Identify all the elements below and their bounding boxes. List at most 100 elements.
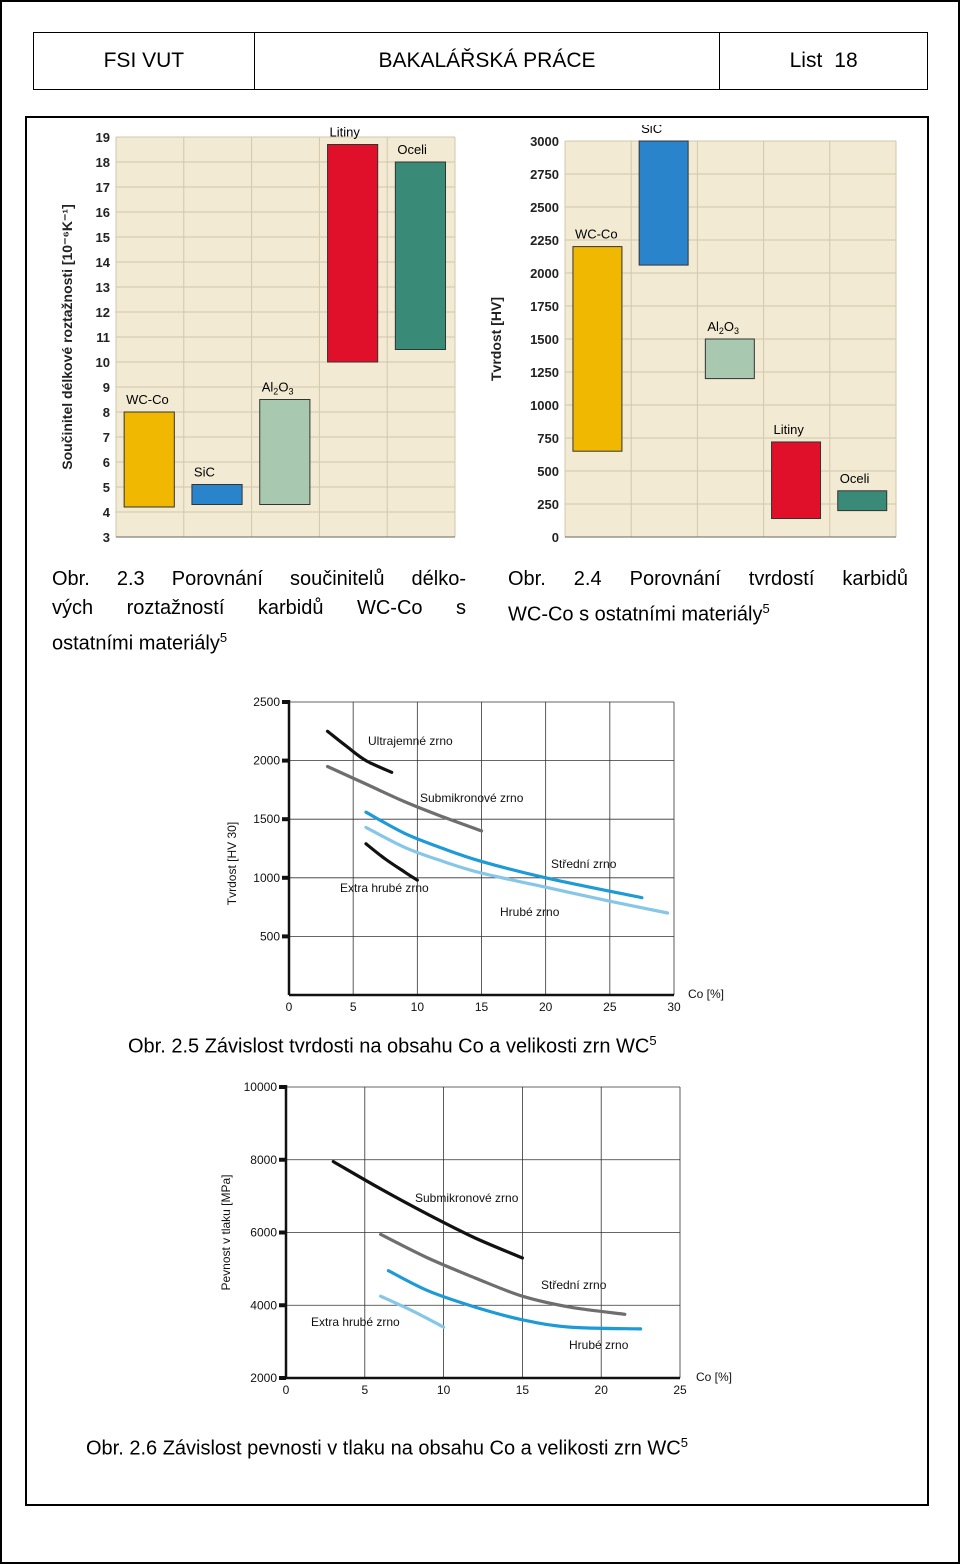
series-label-extra-hrube-zrno: Extra hrubé zrno: [311, 1315, 400, 1329]
bar-label-al2o3: Al2O3: [707, 319, 739, 336]
series-line-hrube-zrno: [386, 1269, 643, 1331]
y-tick-mark: [279, 1157, 286, 1162]
x-tick-label: 15: [475, 1000, 489, 1014]
series-line-submikronove-zrno: [325, 764, 484, 833]
x-tick-label: 0: [286, 1000, 293, 1014]
series-label-stredni-zrno: Střední zrno: [551, 857, 617, 871]
caption-fig-2-3-line1: Obr. 2.3 Porovnání součinitelů délko-: [52, 568, 466, 590]
x-tick-label: 15: [516, 1383, 530, 1397]
series-line-stredni-zrno: [364, 810, 644, 900]
y-axis-label: Tvrdost [HV 30]: [225, 822, 239, 905]
y-tick-label: 500: [260, 929, 280, 943]
chart-hardness: 0 250 500 750 1000 1250 1500 1750 2000 2250 2500 27…: [488, 125, 897, 545]
bar-oceli: [394, 161, 447, 350]
caption-fig-2-6-ref: 5: [680, 1435, 688, 1450]
y-tick-mark: [282, 758, 289, 763]
series-line-extra-hrube-zrno: [364, 842, 419, 882]
y-tick-label: 0: [552, 530, 559, 545]
caption-fig-2-4-line1: Obr. 2.4 Porovnání tvrdostí karbidů: [508, 568, 908, 590]
bar-label-oceli: Oceli: [397, 142, 427, 157]
y-tick-mark: [279, 1230, 286, 1235]
y-tick-label: 4: [103, 505, 111, 520]
y-tick-mark: [279, 1303, 286, 1308]
y-tick-label: 2750: [530, 167, 559, 182]
y-tick-label: 2500: [530, 200, 559, 215]
caption-fig-2-4: Obr. 2.4 Porovnání tvrdostí karbidů WC-C…: [508, 565, 908, 630]
y-tick-label: 9: [103, 380, 110, 395]
series-label-submikronove-zrno: Submikronové zrno: [420, 791, 524, 805]
y-axis-label: Tvrdost [HV]: [488, 297, 504, 381]
caption-fig-2-5-ref: 5: [649, 1033, 657, 1048]
series-label-hrube-zrno: Hrubé zrno: [569, 1338, 629, 1352]
y-tick-label: 6000: [250, 1226, 277, 1240]
chart-compressive-strength-vs-co: 0 5 10 15 20 25 2000 4000 6000 8000 10000 Co [%] Pev…: [219, 1080, 732, 1397]
bar-label-sic: SiC: [641, 125, 662, 136]
y-tick-mark: [282, 817, 289, 822]
x-tick-label: 5: [361, 1383, 368, 1397]
y-tick-label: 8000: [250, 1153, 277, 1167]
series-label-extra-hrube-zrno: Extra hrubé zrno: [340, 881, 429, 895]
y-tick-label: 3: [103, 530, 110, 545]
y-tick-label: 19: [96, 130, 110, 145]
chart-thermal-expansion: 3 4 5 6 7 8 9 10 11 12 13 14 15 16 17 18 19 Součinitel dé…: [59, 125, 456, 545]
y-tick-mark: [282, 875, 289, 880]
y-tick-label: 3000: [530, 134, 559, 149]
caption-fig-2-5: Obr. 2.5 Závislost tvrdosti na obsahu Co…: [128, 1026, 848, 1062]
y-tick-label: 500: [537, 464, 559, 479]
y-tick-label: 2250: [530, 233, 559, 248]
y-tick-label: 2000: [250, 1371, 277, 1385]
bar-label-sic: SiC: [194, 465, 215, 480]
caption-fig-2-4-line2-text: WC-Co s ostatními materiály: [508, 603, 763, 626]
bar-litiny: [771, 441, 822, 520]
x-tick-label: 25: [673, 1383, 687, 1397]
header-title: BAKALÁŘSKÁ PRÁCE: [255, 33, 721, 89]
y-tick-label: 13: [96, 280, 110, 295]
series-label-hrube-zrno: Hrubé zrno: [500, 905, 560, 919]
caption-fig-2-6-text: Obr. 2.6 Závislost pevnosti v tlaku na o…: [86, 1437, 681, 1460]
x-tick-label: 5: [350, 1000, 357, 1014]
y-tick-label: 11: [96, 330, 110, 345]
y-tick-label: 1500: [253, 812, 280, 826]
y-tick-mark: [282, 934, 289, 939]
x-axis-label: Co [%]: [696, 1370, 732, 1384]
bar-wc-co: [572, 246, 623, 452]
caption-fig-2-3-line3-text: ostatními materiály: [52, 632, 220, 655]
y-tick-label: 12: [96, 305, 110, 320]
bar-label-wc-co: WC-Co: [126, 392, 169, 407]
y-tick-label: 15: [96, 230, 110, 245]
series-line-ultrajemne-zrno: [325, 729, 394, 774]
y-tick-label: 2500: [253, 695, 280, 709]
caption-fig-2-4-ref: 5: [762, 601, 770, 616]
x-tick-label: 25: [603, 1000, 617, 1014]
y-tick-label: 2000: [530, 266, 559, 281]
header-list-number: 18: [834, 49, 858, 72]
y-tick-label: 18: [96, 155, 110, 170]
header-list-label: List: [789, 49, 823, 72]
bar-oceli: [837, 490, 888, 512]
y-tick-label: 10000: [244, 1080, 278, 1094]
y-tick-label: 6: [103, 455, 110, 470]
y-tick-label: 1500: [530, 332, 559, 347]
series-line-submikronove-zrno: [331, 1160, 524, 1260]
caption-fig-2-5-text: Obr. 2.5 Závislost tvrdosti na obsahu Co…: [128, 1035, 650, 1058]
y-tick-label: 4000: [250, 1298, 277, 1312]
x-tick-label: 20: [539, 1000, 553, 1014]
caption-fig-2-3-line2: vých roztažností karbidů WC-Co s: [52, 597, 466, 619]
y-tick-label: 1750: [530, 299, 559, 314]
y-tick-mark: [279, 1376, 286, 1380]
y-axis-label: Součinitel délkové roztažnosti [10⁻⁶K⁻¹]: [59, 204, 75, 470]
bar-litiny: [327, 144, 379, 363]
x-tick-label: 10: [437, 1383, 451, 1397]
y-tick-label: 250: [537, 497, 559, 512]
bar-label-litiny: Litiny: [330, 125, 361, 140]
bar-label-wc-co: WC-Co: [575, 227, 618, 242]
chart-hardness-vs-co: 0 5 10 15 20 25 30 500 1000 1500 2000 2500 Co [%] Tvr…: [225, 695, 724, 1014]
caption-fig-2-3: Obr. 2.3 Porovnání součinitelů délko- vý…: [52, 565, 466, 659]
y-tick-mark: [282, 700, 289, 704]
x-axis-label: Co [%]: [688, 987, 724, 1001]
x-tick-label: 20: [595, 1383, 609, 1397]
y-tick-label: 10: [96, 355, 110, 370]
page-header: FSI VUT BAKALÁŘSKÁ PRÁCE List 18: [33, 32, 928, 90]
y-tick-label: 16: [96, 205, 110, 220]
